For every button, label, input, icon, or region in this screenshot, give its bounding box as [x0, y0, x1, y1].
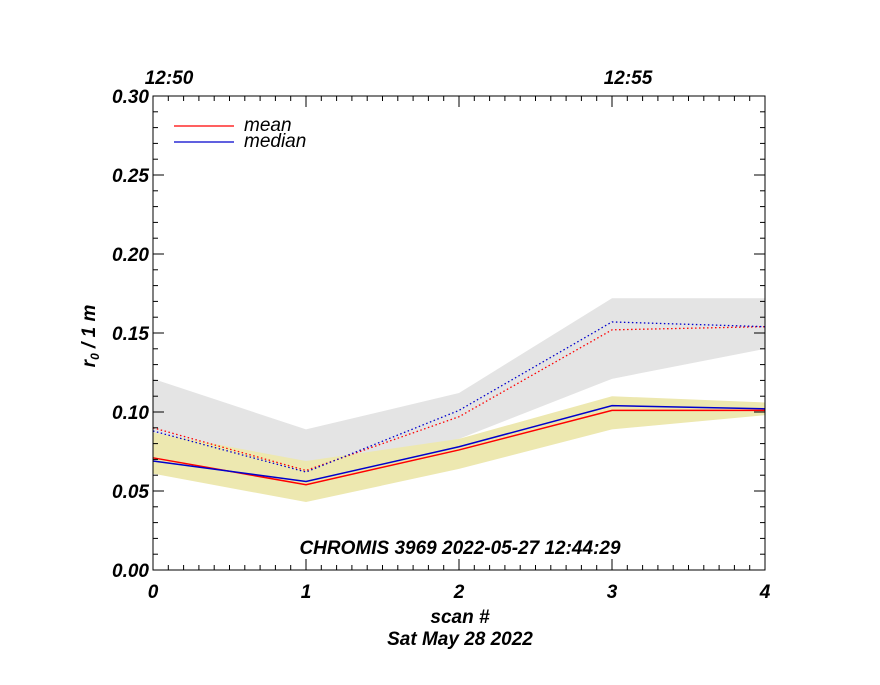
x-tick-label: 2 — [453, 582, 465, 603]
lines-layer — [152, 321, 766, 486]
x-tick-label: 3 — [607, 582, 618, 603]
y-axis-title: r0 / 1 m — [79, 305, 102, 368]
series-line-median — [152, 404, 766, 483]
y-axis-title-base: r — [79, 358, 100, 367]
y-axis-title-rest: / 1 m — [79, 305, 100, 354]
chart-annotation: CHROMIS 3969 2022-05-27 12:44:29 — [299, 538, 621, 559]
y-tick-label: 0.00 — [112, 561, 149, 582]
y-tick-label: 0.30 — [112, 87, 149, 108]
y-tick-label: 0.05 — [112, 482, 149, 503]
band-1 — [153, 396, 765, 503]
band-0 — [153, 298, 765, 479]
x-axis-title: scan # — [430, 607, 490, 628]
x-tick-label: 0 — [148, 582, 159, 603]
legend-label-median: median — [244, 131, 306, 152]
bands-layer — [153, 298, 765, 503]
ticks-layer — [152, 95, 766, 571]
y-axis-title-subscript: 0 — [88, 353, 102, 360]
y-tick-label: 0.15 — [112, 324, 149, 345]
legend-label-mean: mean — [244, 115, 292, 136]
series-line-dotted-mean — [152, 326, 766, 472]
top-axis-tick-label: 12:55 — [604, 68, 653, 89]
legend: mean median — [174, 115, 306, 152]
series-line-mean — [152, 409, 765, 486]
x-tick-label: 1 — [301, 582, 312, 603]
x-tick-label: 4 — [759, 582, 771, 603]
y-tick-label: 0.10 — [112, 403, 149, 424]
date-label: Sat May 28 2022 — [387, 629, 533, 650]
y-tick-label: 0.20 — [112, 245, 149, 266]
top-axis-tick-label: 12:50 — [145, 68, 194, 89]
y-tick-label: 0.25 — [112, 166, 149, 187]
